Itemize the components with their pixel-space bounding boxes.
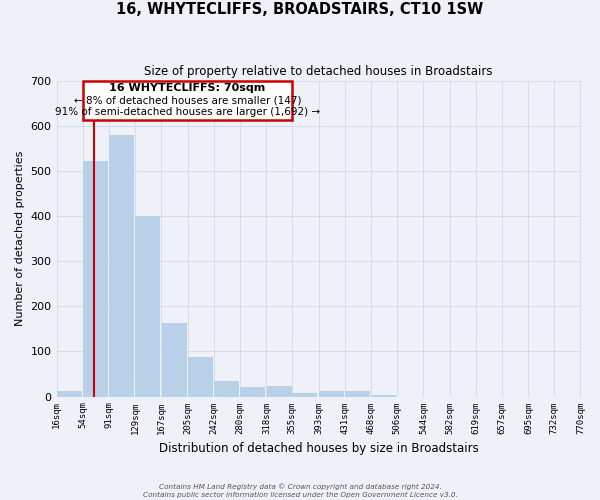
Y-axis label: Number of detached properties: Number of detached properties: [15, 151, 25, 326]
Bar: [83, 162, 109, 396]
Text: 91% of semi-detached houses are larger (1,692) →: 91% of semi-detached houses are larger (…: [55, 108, 320, 118]
X-axis label: Distribution of detached houses by size in Broadstairs: Distribution of detached houses by size …: [158, 442, 478, 455]
Bar: [267, 386, 292, 396]
Bar: [345, 391, 370, 396]
Bar: [188, 358, 213, 397]
Bar: [136, 216, 160, 396]
Text: 16 WHYTECLIFFS: 70sqm: 16 WHYTECLIFFS: 70sqm: [109, 83, 266, 93]
Bar: [241, 386, 265, 396]
Text: Contains HM Land Registry data © Crown copyright and database right 2024.
Contai: Contains HM Land Registry data © Crown c…: [143, 484, 457, 498]
FancyBboxPatch shape: [83, 80, 292, 120]
Text: 16, WHYTECLIFFS, BROADSTAIRS, CT10 1SW: 16, WHYTECLIFFS, BROADSTAIRS, CT10 1SW: [116, 2, 484, 18]
Text: ← 8% of detached houses are smaller (147): ← 8% of detached houses are smaller (147…: [74, 95, 301, 105]
Bar: [292, 393, 317, 396]
Bar: [371, 395, 396, 396]
Bar: [214, 381, 239, 396]
Title: Size of property relative to detached houses in Broadstairs: Size of property relative to detached ho…: [144, 65, 493, 78]
Bar: [109, 134, 134, 396]
Bar: [162, 323, 187, 396]
Bar: [319, 391, 344, 396]
Bar: [57, 390, 82, 396]
